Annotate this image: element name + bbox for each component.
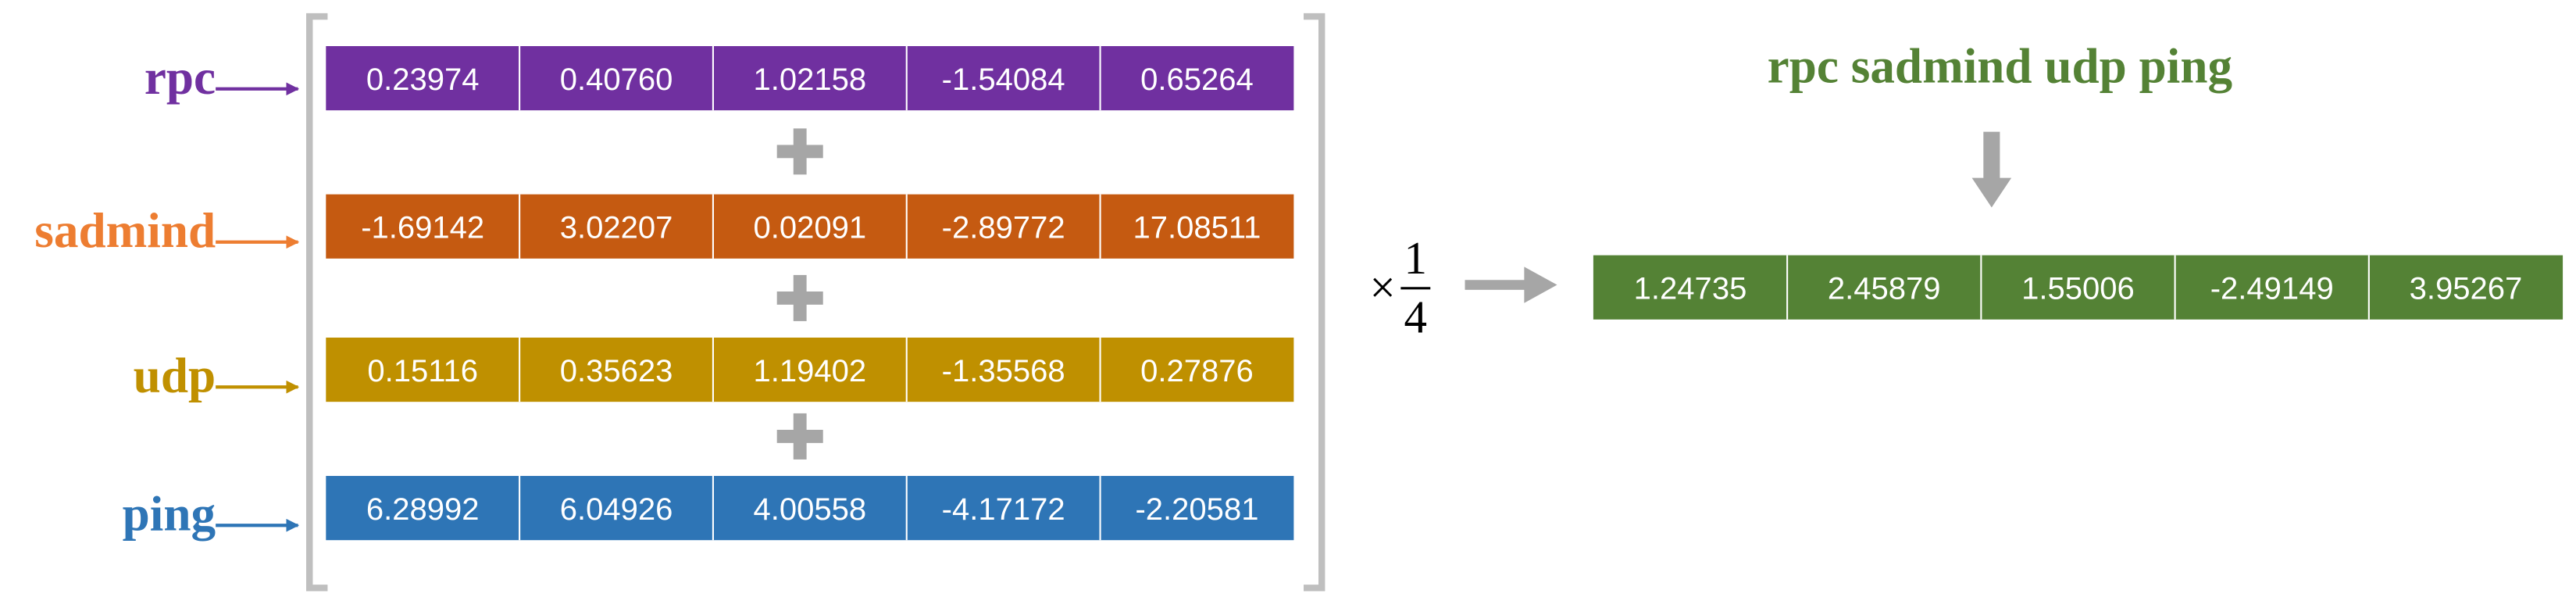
- numerator: 1: [1404, 232, 1428, 284]
- cell-value: 1.19402: [754, 354, 867, 388]
- plus-signs: [776, 128, 823, 460]
- cell-value: 17.08511: [1133, 210, 1261, 245]
- row-bar: [326, 337, 1294, 402]
- row-bar: [1593, 255, 2564, 320]
- cell-value: -2.20581: [1135, 492, 1258, 527]
- cell-value: 2.45879: [1828, 271, 1941, 306]
- row-label: udp: [134, 349, 216, 403]
- cell-value: -2.89772: [942, 210, 1065, 245]
- denominator: 4: [1404, 291, 1428, 343]
- cell-value: 1.02158: [754, 63, 867, 97]
- cell-value: 4.00558: [754, 492, 867, 527]
- cell-value: -1.69142: [361, 210, 484, 245]
- bracket-right: [1304, 13, 1325, 592]
- cell-value: -4.17172: [942, 492, 1065, 527]
- cell-value: -1.54084: [942, 63, 1065, 97]
- down-arrow: [1971, 131, 2012, 208]
- cell-value: 0.15116: [367, 354, 478, 388]
- row-label: sadmind: [34, 203, 216, 258]
- cell-value: 0.27876: [1140, 354, 1254, 388]
- cell-value: 0.40760: [560, 63, 673, 97]
- row-bar: [326, 475, 1294, 541]
- cell-value: 6.04926: [560, 492, 673, 527]
- cell-value: -1.35568: [942, 354, 1065, 388]
- cell-value: 1.24735: [1634, 271, 1747, 306]
- cell-value: 1.55006: [2021, 271, 2135, 306]
- row-bar: [326, 194, 1294, 259]
- cell-value: 0.65264: [1140, 63, 1254, 97]
- cell-value: 6.28992: [366, 492, 480, 527]
- multiplier: ×: [1370, 262, 1396, 313]
- right-arrow: [1465, 266, 1557, 303]
- cell-value: 3.95267: [2410, 271, 2523, 306]
- cell-value: 0.02091: [754, 210, 867, 245]
- result-title: rpc sadmind udp ping: [1768, 38, 2232, 93]
- row-label: ping: [123, 487, 216, 542]
- cell-value: 3.02207: [560, 210, 673, 245]
- row-label: rpc: [144, 50, 216, 105]
- bracket-left: [306, 13, 328, 592]
- row-bar: [326, 46, 1294, 111]
- cell-value: 0.23974: [366, 63, 480, 97]
- cell-value: -2.49149: [2210, 271, 2334, 306]
- cell-value: 0.35623: [560, 354, 673, 388]
